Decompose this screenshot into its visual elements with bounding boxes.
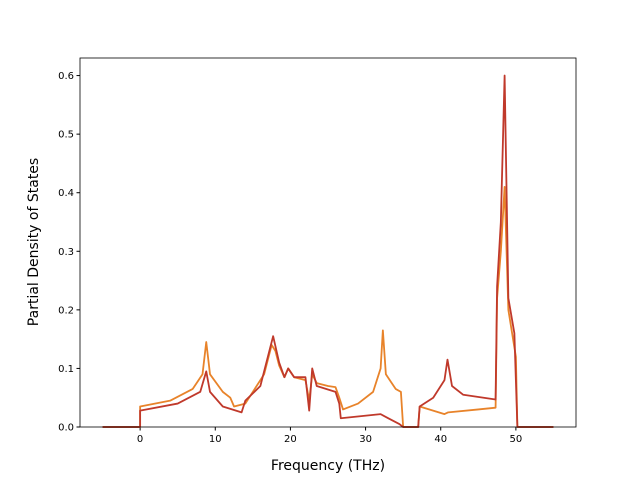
y-tick-label: 0.0 bbox=[58, 423, 74, 434]
x-tick-label: 50 bbox=[510, 434, 523, 445]
y-tick-label: 0.1 bbox=[58, 364, 74, 375]
y-tick-label: 0.2 bbox=[58, 305, 74, 316]
series-line bbox=[102, 74, 554, 428]
y-tick-label: 0.6 bbox=[58, 71, 74, 82]
y-tick-label: 0.5 bbox=[58, 130, 74, 141]
series-line bbox=[102, 185, 554, 428]
x-tick-label: 20 bbox=[284, 434, 297, 445]
x-tick-label: 40 bbox=[434, 434, 447, 445]
x-tick-label: 0 bbox=[137, 434, 143, 445]
y-tick-label: 0.4 bbox=[58, 188, 74, 199]
y-axis-label: Partial Density of States bbox=[26, 158, 42, 326]
x-axis-label: Frequency (THz) bbox=[271, 458, 385, 474]
plot-frame bbox=[79, 57, 577, 428]
y-tick-label: 0.3 bbox=[58, 247, 74, 258]
x-tick-label: 30 bbox=[359, 434, 372, 445]
x-tick-label: 10 bbox=[209, 434, 222, 445]
